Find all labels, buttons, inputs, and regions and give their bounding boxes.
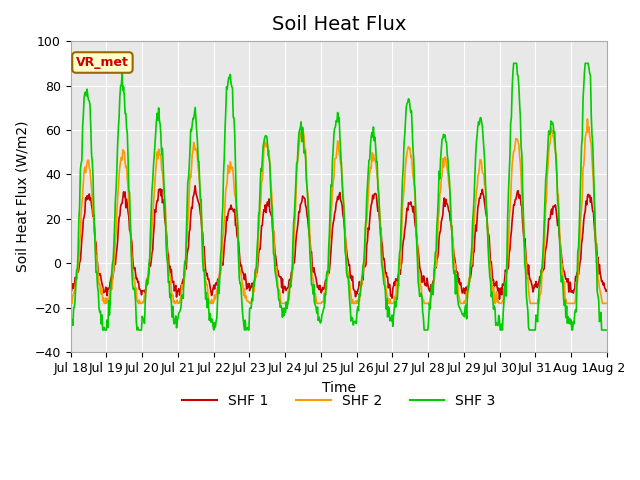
SHF 2 xyxy=(420,300,428,306)
SHF 1 xyxy=(67,287,74,292)
SHF 2 xyxy=(68,300,76,306)
Title: Soil Heat Flux: Soil Heat Flux xyxy=(271,15,406,34)
SHF 1 xyxy=(132,270,140,276)
Y-axis label: Soil Heat Flux (W/m2): Soil Heat Flux (W/m2) xyxy=(15,121,29,273)
SHF 2 xyxy=(404,144,412,150)
SHF 2 xyxy=(77,212,85,217)
SHF 2 xyxy=(67,300,74,306)
SHF 3 xyxy=(77,167,84,173)
SHF 3 xyxy=(132,318,140,324)
SHF 1 xyxy=(420,275,428,280)
SHF 1 xyxy=(603,288,611,293)
Text: VR_met: VR_met xyxy=(76,56,129,69)
SHF 3 xyxy=(215,290,223,296)
SHF 1 xyxy=(495,296,503,302)
SHF 1 xyxy=(191,183,199,189)
SHF 3 xyxy=(420,327,428,333)
SHF 1 xyxy=(186,227,194,232)
SHF 3 xyxy=(187,126,195,132)
SHF 2 xyxy=(132,285,140,291)
SHF 1 xyxy=(404,200,412,205)
SHF 3 xyxy=(603,327,611,333)
Legend: SHF 1, SHF 2, SHF 3: SHF 1, SHF 2, SHF 3 xyxy=(176,389,501,414)
SHF 3 xyxy=(510,60,518,66)
SHF 1 xyxy=(77,258,84,264)
X-axis label: Time: Time xyxy=(322,381,356,395)
SHF 3 xyxy=(404,96,412,102)
SHF 3 xyxy=(67,323,74,329)
SHF 2 xyxy=(215,276,223,282)
SHF 2 xyxy=(584,116,591,122)
SHF 2 xyxy=(187,175,195,180)
Line: SHF 2: SHF 2 xyxy=(70,119,607,303)
SHF 2 xyxy=(603,300,611,306)
Line: SHF 1: SHF 1 xyxy=(70,186,607,299)
SHF 3 xyxy=(99,327,107,333)
SHF 1 xyxy=(215,277,223,283)
Line: SHF 3: SHF 3 xyxy=(70,63,607,330)
